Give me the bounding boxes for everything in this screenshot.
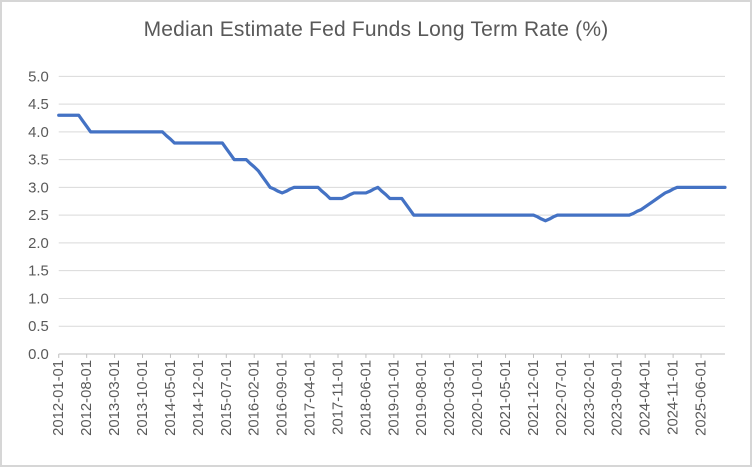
x-tick-label-2013-10-01: 2013-10-01 (135, 360, 151, 436)
x-tick-label-2017-04-01: 2017-04-01 (303, 360, 319, 436)
x-tick-label-2020-10-01: 2020-10-01 (470, 360, 486, 436)
x-tick-label-2012-01-01: 2012-01-01 (51, 360, 67, 436)
x-tick-label-2019-08-01: 2019-08-01 (414, 360, 430, 436)
x-axis-ticks (58, 353, 702, 358)
x-tick-label-2013-03-01: 2013-03-01 (107, 360, 123, 436)
x-tick-label-2016-02-01: 2016-02-01 (247, 360, 263, 436)
x-tick-label-2024-04-01: 2024-04-01 (638, 360, 654, 436)
y-tick-label-1.5: 1.5 (28, 264, 49, 280)
x-tick-label-2012-08-01: 2012-08-01 (79, 360, 95, 436)
x-tick-label-2017-11-01: 2017-11-01 (330, 360, 346, 435)
x-tick-label-2021-12-01: 2021-12-01 (526, 360, 542, 436)
x-tick-label-2016-09-01: 2016-09-01 (275, 360, 291, 436)
gridlines (58, 75, 725, 327)
x-tick-label-2014-05-01: 2014-05-01 (163, 360, 179, 436)
y-axis-labels: 5.0 4.5 4.0 3.5 3.0 2.5 2.0 1.5 1.0 0.5 0.0 (28, 69, 49, 363)
x-axis-labels: 2012-01-01 2012-08-01 2013-03-01 2013-10-01… (51, 360, 709, 436)
x-tick-label-2019-01-01: 2019-01-01 (386, 360, 402, 436)
y-tick-label-0.5: 0.5 (28, 319, 49, 335)
y-tick-label-3.0: 3.0 (28, 180, 49, 196)
y-tick-label-0.0: 0.0 (28, 347, 49, 363)
y-tick-label-3.5: 3.5 (28, 153, 49, 169)
x-tick-label-2018-06-01: 2018-06-01 (358, 360, 374, 436)
y-tick-label-5.0: 5.0 (28, 69, 49, 85)
y-tick-label-2.5: 2.5 (28, 208, 49, 224)
y-tick-label-4.0: 4.0 (28, 125, 49, 141)
x-tick-label-2014-12-01: 2014-12-01 (191, 360, 207, 436)
y-tick-label-2.0: 2.0 (28, 236, 49, 252)
rate-line-series (57, 113, 727, 223)
x-tick-label-2024-11-01: 2024-11-01 (666, 360, 682, 435)
x-tick-label-2021-05-01: 2021-05-01 (498, 360, 514, 436)
x-tick-label-2023-02-01: 2023-02-01 (582, 360, 598, 436)
x-tick-label-2025-06-01: 2025-06-01 (694, 360, 710, 436)
chart-title: Median Estimate Fed Funds Long Term Rate… (143, 18, 609, 41)
x-tick-label-2023-09-01: 2023-09-01 (610, 360, 626, 436)
y-tick-label-1.0: 1.0 (28, 291, 49, 307)
x-tick-label-2015-07-01: 2015-07-01 (219, 360, 235, 436)
x-tick-label-2020-03-01: 2020-03-01 (442, 360, 458, 436)
x-tick-label-2022-07-01: 2022-07-01 (554, 360, 570, 436)
y-tick-label-4.5: 4.5 (28, 97, 49, 113)
